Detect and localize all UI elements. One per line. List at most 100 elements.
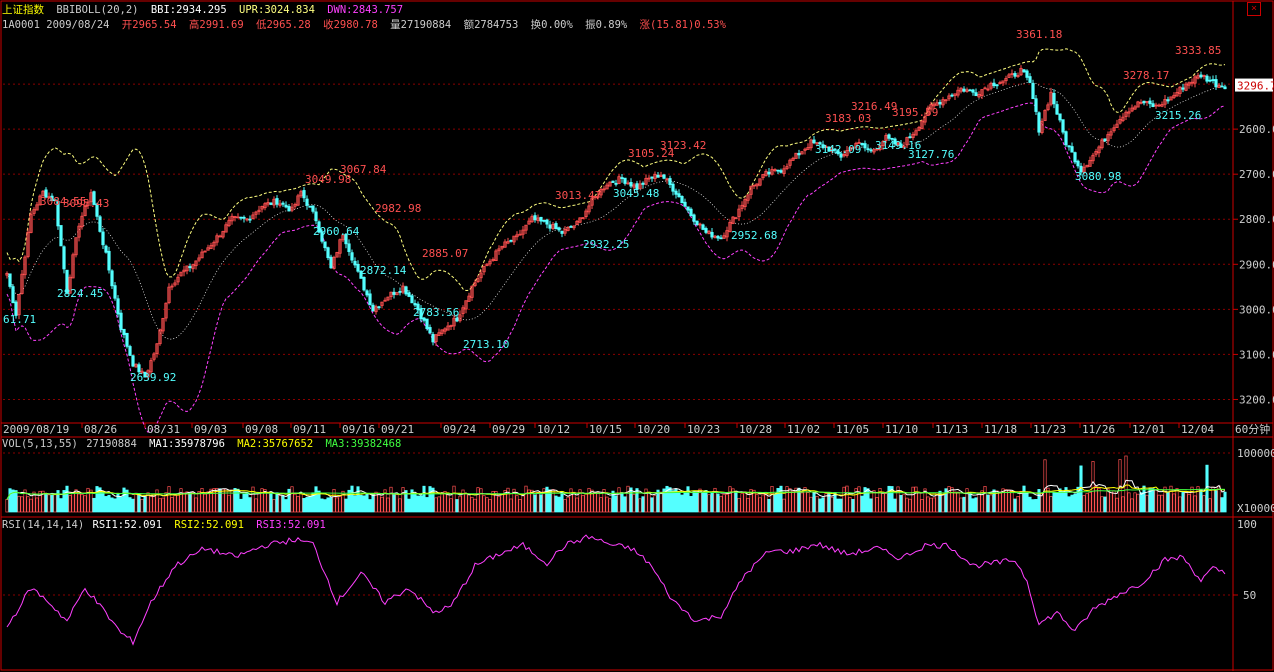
volume-bar [953, 491, 957, 513]
candle-body [668, 178, 672, 185]
volume-bar [365, 493, 369, 513]
volume-bar [59, 498, 63, 513]
candle-body [662, 174, 666, 179]
volume-bar [734, 490, 738, 513]
candle-body [641, 182, 645, 185]
volume-bar [242, 493, 246, 513]
volume-bar [347, 489, 351, 513]
volume-bar [41, 490, 45, 513]
candle-body [131, 355, 135, 367]
candle-body [41, 190, 45, 197]
volume-bar [557, 496, 561, 513]
price-annotation-low: 2783.56 [413, 306, 459, 319]
candle-body [1181, 87, 1185, 90]
candle-body [959, 87, 963, 92]
candle-body [1196, 75, 1200, 79]
volume-bar [491, 491, 495, 513]
volume-bar [836, 498, 840, 513]
volume-bar [1196, 486, 1200, 513]
volume-bar [443, 491, 447, 513]
volume-bar [800, 492, 804, 513]
amplitude-value: 振0.89% [585, 19, 628, 31]
change-value: 涨(15.81)0.53% [639, 19, 726, 31]
volume-bar [485, 497, 489, 513]
volume-bar [80, 493, 84, 513]
volume-bar [587, 487, 591, 513]
candle-body [998, 82, 1002, 84]
candle-body [413, 303, 417, 306]
volume-bar [1034, 499, 1038, 513]
volume-bar [902, 493, 906, 513]
volume-bar [1028, 496, 1032, 513]
candle-body [146, 370, 150, 378]
volume-bar [137, 493, 141, 513]
volume-bar [413, 493, 417, 513]
volume-bar [125, 489, 129, 513]
candle-body [26, 231, 30, 257]
candle-body [407, 292, 411, 297]
candle-body [446, 325, 450, 331]
candle-body [89, 192, 93, 203]
candle-body [872, 149, 876, 153]
candle-body [692, 214, 696, 222]
volume-bar [290, 486, 294, 513]
price-annotation-low: 2824.45 [57, 287, 103, 300]
rsi-panel-header: RSI(14,14,14) RSI1:52.091 RSI2:52.091 RS… [2, 519, 332, 531]
candle-body [614, 182, 618, 185]
volume-bar [215, 487, 219, 513]
candle-body [836, 150, 840, 155]
candle-body [707, 230, 711, 235]
candle-body [716, 235, 720, 239]
volume-bar [821, 497, 825, 513]
volume-bar [713, 487, 717, 513]
volume-bar [764, 494, 768, 513]
volume-bar [1121, 496, 1125, 513]
candle-body [113, 285, 117, 299]
candle-body [452, 317, 456, 327]
bbi-line [6, 81, 1226, 340]
volume-bar [368, 499, 372, 513]
time-axis-label: 11/26 [1082, 423, 1115, 436]
volume-bar [317, 490, 321, 513]
candle-body [1070, 146, 1074, 153]
candle-body [599, 188, 603, 196]
dwn-band-line [6, 102, 1226, 433]
volume-bar [200, 488, 204, 513]
volume-bar [266, 492, 270, 513]
volume-bar [398, 498, 402, 513]
candle-body [758, 178, 762, 186]
volume-bar [1076, 486, 1080, 513]
candle-body [656, 174, 660, 178]
candle-body [422, 317, 426, 321]
volume-bar [320, 498, 324, 513]
volume-bar [1148, 488, 1152, 513]
volume-bar [86, 487, 90, 513]
price-annotation-high: 3105.24 [628, 147, 675, 160]
volume-bar [944, 488, 948, 513]
close-icon[interactable]: × [1247, 2, 1261, 16]
volume-bar [62, 490, 66, 513]
volume-bar [992, 489, 996, 513]
volume-bar [371, 493, 375, 513]
volume-bar [386, 497, 390, 513]
candle-body [866, 148, 870, 151]
candle-body [1010, 73, 1014, 75]
candle-body [587, 205, 591, 213]
volume-bar [719, 495, 723, 513]
candle-body [278, 203, 282, 206]
candle-body [128, 346, 132, 356]
candle-body [1079, 165, 1083, 173]
candle-body [224, 224, 228, 233]
volume-bar [1199, 489, 1203, 513]
candle-body [35, 204, 39, 211]
candle-body [98, 216, 102, 232]
candle-body [374, 306, 378, 313]
volume-bar [173, 495, 177, 513]
candle-body [563, 228, 567, 234]
volume-bar [1130, 498, 1134, 513]
volume-bar [1016, 496, 1020, 513]
candle-body [290, 206, 294, 211]
volume-bar [251, 486, 255, 513]
candle-body [1148, 100, 1152, 105]
candle-body [1187, 82, 1191, 86]
